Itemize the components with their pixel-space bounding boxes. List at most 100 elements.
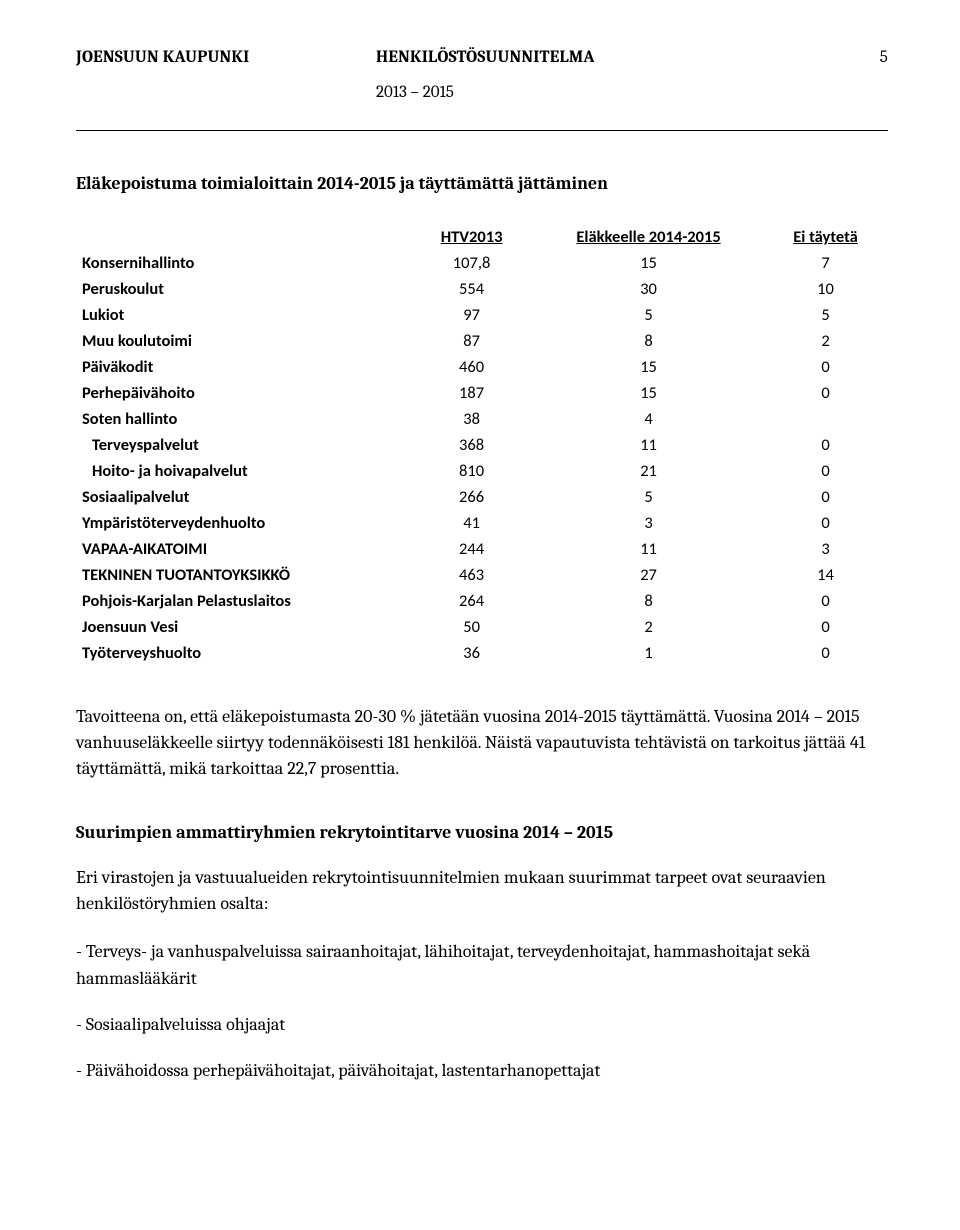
row-ei: 14 xyxy=(763,562,888,588)
table-row: Terveyspalvelut368110 xyxy=(76,432,888,458)
row-htv: 41 xyxy=(409,510,534,536)
row-elak: 21 xyxy=(534,458,763,484)
table-row: Pohjois-Karjalan Pelastuslaitos26480 xyxy=(76,588,888,614)
row-htv: 463 xyxy=(409,562,534,588)
row-label: Sosiaalipalvelut xyxy=(76,484,409,510)
row-ei: 0 xyxy=(763,614,888,640)
row-elak: 5 xyxy=(534,302,763,328)
table-row: TEKNINEN TUOTANTOYKSIKKÖ4632714 xyxy=(76,562,888,588)
row-ei: 5 xyxy=(763,302,888,328)
row-ei xyxy=(763,406,888,432)
row-elak: 11 xyxy=(534,432,763,458)
row-label: Terveyspalvelut xyxy=(76,432,409,458)
row-ei: 3 xyxy=(763,536,888,562)
table-row: Soten hallinto384 xyxy=(76,406,888,432)
row-ei: 0 xyxy=(763,588,888,614)
row-elak: 4 xyxy=(534,406,763,432)
row-htv: 244 xyxy=(409,536,534,562)
table-header-row: HTV2013 Eläkkeelle 2014-2015 Ei täytetä xyxy=(76,224,888,250)
table-row: Joensuun Vesi5020 xyxy=(76,614,888,640)
row-label: Ympäristöterveydenhuolto xyxy=(76,510,409,536)
row-elak: 30 xyxy=(534,276,763,302)
row-ei: 0 xyxy=(763,484,888,510)
row-ei: 0 xyxy=(763,458,888,484)
row-label: Peruskoulut xyxy=(76,276,409,302)
bullet-social: - Sosiaalipalveluissa ohjaajat xyxy=(76,1012,888,1038)
row-label: Hoito- ja hoivapalvelut xyxy=(76,458,409,484)
recruitment-intro: Eri virastojen ja vastuualueiden rekryto… xyxy=(76,865,888,917)
row-elak: 3 xyxy=(534,510,763,536)
section-title-recruitment: Suurimpien ammattiryhmien rekrytointitar… xyxy=(76,822,888,843)
col-elakkeelle: Eläkkeelle 2014-2015 xyxy=(534,224,763,250)
row-elak: 8 xyxy=(534,588,763,614)
row-htv: 368 xyxy=(409,432,534,458)
retirement-table-wrap: HTV2013 Eläkkeelle 2014-2015 Ei täytetä … xyxy=(76,224,888,666)
row-ei: 0 xyxy=(763,640,888,666)
row-htv: 810 xyxy=(409,458,534,484)
row-label: Joensuun Vesi xyxy=(76,614,409,640)
row-label: Päiväkodit xyxy=(76,354,409,380)
header-subtitle: 2013 – 2015 xyxy=(376,83,888,102)
bullet-health: - Terveys- ja vanhuspalveluissa sairaanh… xyxy=(76,939,888,991)
row-ei: 0 xyxy=(763,510,888,536)
header-org: JOENSUUN KAUPUNKI xyxy=(76,48,376,67)
row-label: Muu koulutoimi xyxy=(76,328,409,354)
table-row: Hoito- ja hoivapalvelut810210 xyxy=(76,458,888,484)
row-htv: 97 xyxy=(409,302,534,328)
header-title: HENKILÖSTÖSUUNNITELMA xyxy=(376,48,848,67)
row-label: Perhepäivähoito xyxy=(76,380,409,406)
row-elak: 8 xyxy=(534,328,763,354)
row-label: Soten hallinto xyxy=(76,406,409,432)
table-row: Päiväkodit460150 xyxy=(76,354,888,380)
row-elak: 15 xyxy=(534,380,763,406)
row-ei: 2 xyxy=(763,328,888,354)
row-htv: 38 xyxy=(409,406,534,432)
col-htv2013: HTV2013 xyxy=(409,224,534,250)
row-ei: 0 xyxy=(763,432,888,458)
table-row: Sosiaalipalvelut26650 xyxy=(76,484,888,510)
row-elak: 5 xyxy=(534,484,763,510)
row-elak: 27 xyxy=(534,562,763,588)
section-title-retirement: Eläkepoistuma toimialoittain 2014-2015 j… xyxy=(76,173,888,194)
row-htv: 554 xyxy=(409,276,534,302)
row-ei: 7 xyxy=(763,250,888,276)
table-row: Lukiot9755 xyxy=(76,302,888,328)
header-rule xyxy=(76,130,888,131)
row-htv: 460 xyxy=(409,354,534,380)
table-row: Perhepäivähoito187150 xyxy=(76,380,888,406)
row-label: Konsernihallinto xyxy=(76,250,409,276)
row-label: VAPAA-AIKATOIMI xyxy=(76,536,409,562)
row-htv: 50 xyxy=(409,614,534,640)
row-label: Pohjois-Karjalan Pelastuslaitos xyxy=(76,588,409,614)
row-htv: 264 xyxy=(409,588,534,614)
table-row: Konsernihallinto107,8157 xyxy=(76,250,888,276)
row-htv: 107,8 xyxy=(409,250,534,276)
row-elak: 15 xyxy=(534,354,763,380)
row-elak: 1 xyxy=(534,640,763,666)
table-row: Työterveyshuolto3610 xyxy=(76,640,888,666)
table-row: Muu koulutoimi8782 xyxy=(76,328,888,354)
row-label: Lukiot xyxy=(76,302,409,328)
row-label: TEKNINEN TUOTANTOYKSIKKÖ xyxy=(76,562,409,588)
row-elak: 2 xyxy=(534,614,763,640)
row-ei: 0 xyxy=(763,380,888,406)
col-eitayta: Ei täytetä xyxy=(763,224,888,250)
page-number: 5 xyxy=(848,48,888,67)
row-ei: 0 xyxy=(763,354,888,380)
row-elak: 11 xyxy=(534,536,763,562)
table-row: Peruskoulut5543010 xyxy=(76,276,888,302)
col-blank xyxy=(76,224,409,250)
retirement-table: HTV2013 Eläkkeelle 2014-2015 Ei täytetä … xyxy=(76,224,888,666)
row-label: Työterveyshuolto xyxy=(76,640,409,666)
page: JOENSUUN KAUPUNKI HENKILÖSTÖSUUNNITELMA … xyxy=(0,0,960,1230)
bullet-daycare: - Päivähoidossa perhepäivähoitajat, päiv… xyxy=(76,1058,888,1084)
table-row: VAPAA-AIKATOIMI244113 xyxy=(76,536,888,562)
row-htv: 36 xyxy=(409,640,534,666)
row-htv: 266 xyxy=(409,484,534,510)
page-header: JOENSUUN KAUPUNKI HENKILÖSTÖSUUNNITELMA … xyxy=(76,48,888,67)
row-htv: 87 xyxy=(409,328,534,354)
paragraph-goal: Tavoitteena on, että eläkepoistumasta 20… xyxy=(76,704,888,782)
table-row: Ympäristöterveydenhuolto4130 xyxy=(76,510,888,536)
row-elak: 15 xyxy=(534,250,763,276)
row-htv: 187 xyxy=(409,380,534,406)
